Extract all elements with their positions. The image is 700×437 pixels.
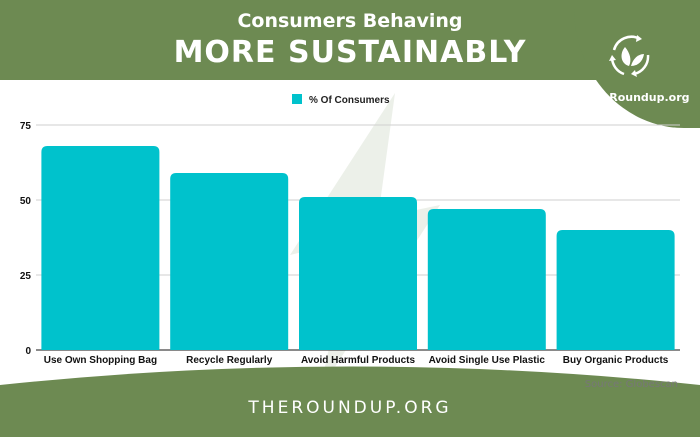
legend-swatch xyxy=(292,94,302,104)
footer-band xyxy=(0,366,700,437)
x-category-label: Avoid Single Use Plastic xyxy=(429,355,546,366)
bar xyxy=(556,230,675,350)
legend: % Of Consumers xyxy=(292,94,390,106)
logo-text: TheRoundup.org xyxy=(586,91,690,104)
bars xyxy=(41,146,675,350)
x-axis-labels: Use Own Shopping Bag Recycle Regularly Avo… xyxy=(44,355,669,366)
y-tick-label: 25 xyxy=(20,271,32,282)
bar xyxy=(299,197,417,350)
footer-site: THEROUNDUP.ORG xyxy=(248,398,452,418)
x-category-label: Use Own Shopping Bag xyxy=(44,355,157,366)
bar xyxy=(41,146,160,350)
title-line-1: Consumers Behaving xyxy=(237,10,463,32)
x-category-label: Buy Organic Products xyxy=(563,355,669,366)
source-note: Source: Globescan xyxy=(584,379,678,390)
y-tick-label: 50 xyxy=(20,196,32,207)
bar xyxy=(170,173,289,350)
title-line-2: MORE SUSTAINABLY xyxy=(173,35,527,70)
legend-label: % Of Consumers xyxy=(309,95,390,106)
recycle-leaf-icon xyxy=(609,35,650,77)
y-axis-ticks: 0 25 50 75 xyxy=(20,121,32,357)
x-category-label: Avoid Harmful Products xyxy=(301,355,416,366)
x-category-label: Recycle Regularly xyxy=(186,355,273,366)
bar xyxy=(427,209,546,350)
y-tick-label: 0 xyxy=(25,346,31,357)
y-tick-label: 75 xyxy=(20,121,32,132)
